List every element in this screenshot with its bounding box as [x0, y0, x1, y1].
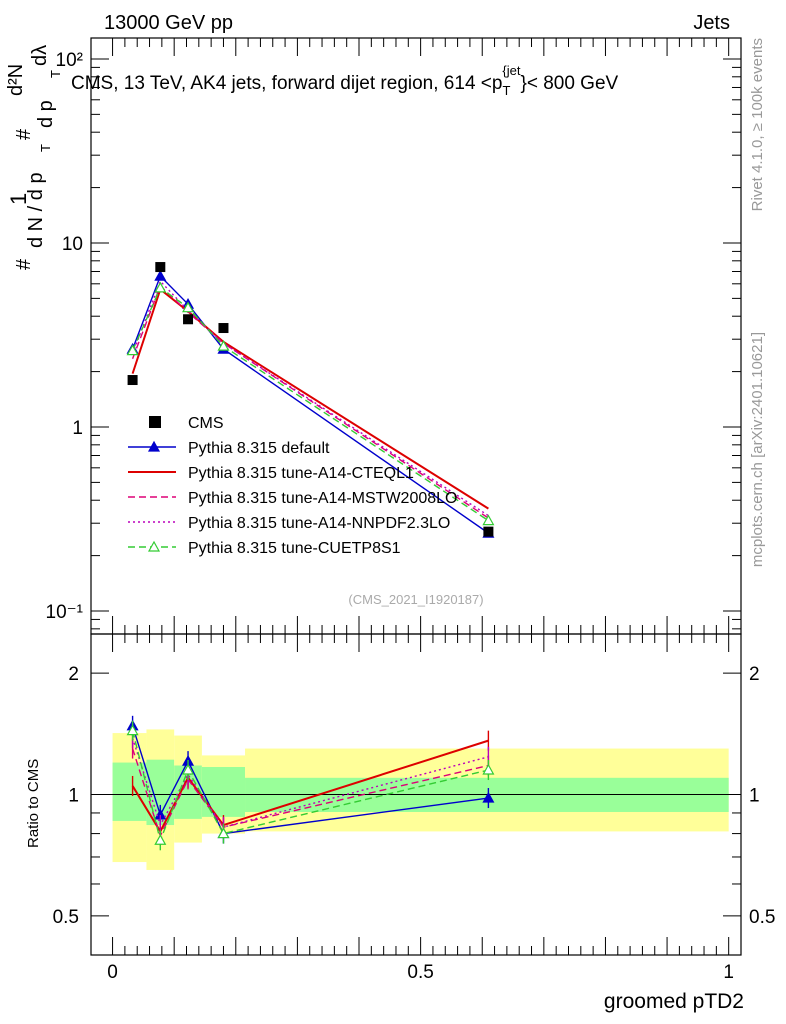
legend-label-1: Pythia 8.315 default	[188, 440, 330, 457]
xtick-label-2: 1	[723, 962, 734, 983]
ylabel-dl: dλ	[29, 45, 51, 66]
watermark: (CMS_2021_I1920187)	[348, 592, 483, 607]
title-prefix: CMS, 13 TeV, AK4 jets, forward dijet reg…	[71, 73, 502, 94]
upper-ytick-label-3: 10²	[56, 50, 83, 71]
cms-data-point-4	[483, 526, 494, 537]
lower-ytick-label-left-1: 1	[68, 786, 79, 807]
energy-label: 13000 GeV pp	[104, 12, 233, 34]
ylabel-lower: Ratio to CMS	[25, 759, 42, 848]
band-inner-3	[201, 766, 246, 817]
ylabel-d2n: d²N	[5, 64, 27, 96]
ratio-series-4-point-3	[217, 827, 230, 839]
upper-series-4-point-3	[217, 339, 230, 351]
ratio-series-4-point-0	[126, 724, 139, 736]
title-sub: T	[502, 83, 510, 98]
lower-ytick-label-right-1: 1	[749, 786, 760, 807]
legend-label-3: Pythia 8.315 tune-A14-MSTW2008LO	[188, 490, 457, 507]
ylabel-hash1: #	[13, 258, 35, 270]
ylabel-hash2: #	[13, 128, 35, 140]
legend-label-5: Pythia 8.315 tune-CUETP8S1	[188, 540, 401, 557]
mcplots-label: mcplots.cern.ch [arXiv:2401.10621]	[749, 332, 766, 567]
ylabel-t1: T	[38, 144, 53, 152]
cms-data-point-3	[218, 323, 229, 334]
legend-label-4: Pythia 8.315 tune-A14-NNPDF2.3LO	[188, 515, 450, 532]
upper-ytick-label-1: 1	[72, 418, 83, 439]
upper-series-line-3	[131, 279, 489, 517]
ylabel-dp: d p	[35, 100, 57, 128]
rivet-label: Rivet 4.1.0, ≥ 100k events	[749, 38, 766, 211]
upper-ytick-label-0: 10⁻¹	[46, 602, 84, 623]
upper-series-4-point-1	[154, 281, 167, 293]
ratio-series-4-point-2	[182, 763, 195, 775]
upper-series-4-point-0	[126, 344, 139, 356]
ylabel-dndp: d N / d p	[25, 172, 47, 248]
title-suffix: }< 800 GeV	[520, 73, 618, 94]
upper-series-0-point-1	[154, 269, 167, 281]
title-sup: {jet	[502, 63, 520, 78]
ratio-series-4-point-4	[482, 763, 495, 775]
legend-marker-0	[149, 416, 161, 428]
cms-data-point-1	[155, 262, 166, 273]
ratio-series-0-point-4	[482, 791, 495, 803]
ylabel-t2: T	[48, 70, 63, 78]
ylabel-upper: # 1 d N / d p T # d²N d p T dλ	[5, 45, 63, 270]
lower-ytick-label-right-2: 2	[749, 664, 760, 685]
lower-ytick-label-left-0: 0.5	[53, 907, 79, 928]
upper-series-line-2	[131, 284, 489, 519]
xtick-label-1: 0.5	[407, 962, 433, 983]
ylabel-one: 1	[6, 193, 31, 205]
ratio-series-line-3	[131, 737, 489, 828]
legend-marker-5	[147, 540, 161, 552]
upper-series-4-point-2	[182, 301, 195, 313]
legend-marker-1	[147, 440, 161, 452]
xlabel: groomed pTD2	[604, 990, 744, 1013]
category-label: Jets	[693, 12, 730, 34]
plot-title: CMS, 13 TeV, AK4 jets, forward dijet reg…	[71, 63, 619, 98]
cms-data-point-0	[127, 375, 138, 386]
legend-label-0: CMS	[188, 415, 224, 432]
band-inner-0	[112, 762, 147, 821]
upper-ytick-label-2: 10	[62, 234, 83, 255]
cms-data-point-2	[183, 314, 194, 325]
ratio-series-4-point-1	[154, 834, 167, 845]
lower-ytick-label-right-0: 0.5	[749, 907, 775, 928]
upper-series-4-point-4	[482, 514, 495, 526]
legend-label-2: Pythia 8.315 tune-A14-CTEQL1	[188, 465, 414, 482]
lower-ytick-label-left-2: 2	[68, 664, 79, 685]
xtick-label-0: 0	[107, 962, 118, 983]
